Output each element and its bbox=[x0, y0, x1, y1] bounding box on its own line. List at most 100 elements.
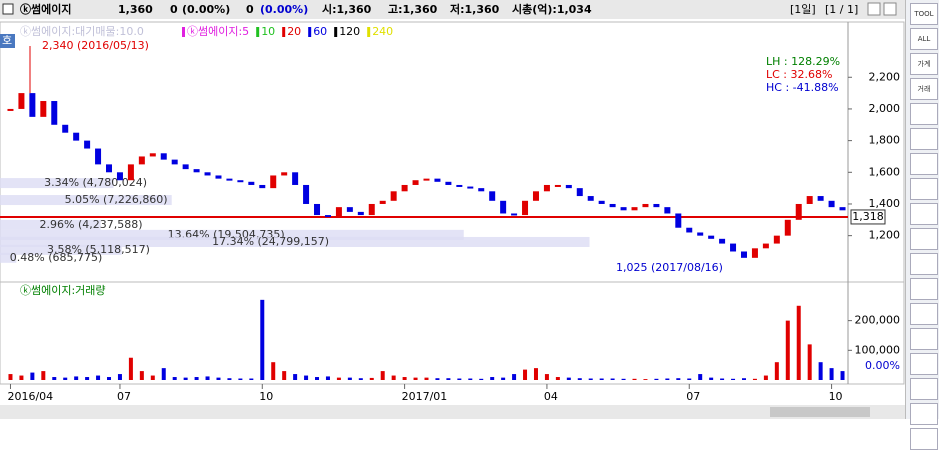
candle bbox=[226, 178, 233, 181]
volume-bar bbox=[654, 378, 659, 380]
volume-bar bbox=[555, 377, 560, 380]
family-button[interactable]: 가계 bbox=[910, 53, 938, 75]
volume-bar bbox=[85, 377, 90, 380]
candle bbox=[193, 169, 200, 173]
profile-label: 17.34% (24,799,157) bbox=[212, 235, 329, 248]
tool-icon[interactable] bbox=[910, 428, 938, 450]
volume-bar bbox=[709, 377, 714, 380]
volume-bar bbox=[52, 377, 57, 380]
market-cap: 시총(억):1,034 bbox=[512, 2, 592, 16]
candle bbox=[653, 203, 660, 208]
candle bbox=[740, 251, 747, 258]
volume-bar bbox=[468, 378, 473, 380]
x-tick-label: 07 bbox=[117, 390, 131, 403]
volume-bar bbox=[260, 299, 265, 380]
candle bbox=[543, 184, 550, 192]
tool-icon[interactable] bbox=[910, 228, 938, 250]
toolbar: TOOL ALL 가계 거래 bbox=[905, 0, 939, 450]
checkbox[interactable] bbox=[2, 3, 14, 15]
all-button[interactable]: ALL bbox=[910, 28, 938, 50]
candle bbox=[631, 207, 638, 211]
volume-bar bbox=[785, 320, 790, 380]
candle bbox=[620, 207, 627, 211]
stock-name: ⓚ썸에이지 bbox=[20, 2, 71, 16]
volume-bar bbox=[336, 377, 341, 380]
candle bbox=[839, 207, 846, 211]
price: 1,360 bbox=[118, 3, 153, 16]
x-tick-label: 2017/01 bbox=[402, 390, 448, 403]
volume-bar bbox=[621, 378, 626, 380]
tool-button[interactable]: TOOL bbox=[910, 3, 938, 25]
change: 0 bbox=[170, 3, 178, 16]
chart-window: ⓚ썸에이지 1,360 0 (0.00%) 0 (0.00%) 시:1,360 … bbox=[0, 0, 905, 419]
volume-bar bbox=[128, 357, 133, 380]
candle bbox=[806, 196, 813, 204]
low: 저:1,360 bbox=[450, 2, 500, 16]
volume-bar bbox=[107, 377, 112, 380]
volume-bar bbox=[63, 377, 68, 380]
candle bbox=[686, 227, 693, 233]
scrollbar[interactable] bbox=[0, 405, 905, 419]
volume: 0 bbox=[246, 3, 254, 16]
candle bbox=[478, 188, 485, 192]
page-index: [1 / 1] bbox=[825, 3, 858, 16]
candle bbox=[587, 196, 594, 201]
tool-icon[interactable] bbox=[910, 353, 938, 375]
tool-icon[interactable] bbox=[910, 278, 938, 300]
volume-bar bbox=[325, 376, 330, 380]
candle bbox=[62, 124, 69, 133]
tool-icon[interactable] bbox=[910, 153, 938, 175]
tool-icon[interactable] bbox=[910, 128, 938, 150]
y-tick-label: 2,000 bbox=[869, 102, 901, 115]
stat: HC : -41.88% bbox=[766, 81, 839, 94]
volume-bar bbox=[577, 378, 582, 380]
tool-icon[interactable] bbox=[910, 328, 938, 350]
candle bbox=[532, 191, 539, 201]
scroll-thumb[interactable] bbox=[770, 407, 870, 417]
next-button[interactable] bbox=[883, 2, 897, 16]
volume-bar bbox=[30, 372, 35, 380]
candle bbox=[817, 196, 824, 201]
prev-button[interactable] bbox=[867, 2, 881, 16]
volume-bar bbox=[413, 377, 418, 380]
candle bbox=[292, 172, 299, 185]
volume-bar bbox=[457, 378, 462, 380]
trade-button[interactable]: 거래 bbox=[910, 78, 938, 100]
tool-icon[interactable] bbox=[910, 203, 938, 225]
volume-bar bbox=[566, 377, 571, 380]
period[interactable]: [1일] bbox=[790, 2, 816, 16]
tool-icon[interactable] bbox=[910, 253, 938, 275]
volume-bar bbox=[512, 374, 517, 380]
candle bbox=[379, 200, 386, 204]
tool-icon[interactable] bbox=[910, 178, 938, 200]
volume-bar bbox=[172, 377, 177, 380]
tool-icon[interactable] bbox=[910, 103, 938, 125]
candle bbox=[795, 203, 802, 220]
candle bbox=[346, 207, 353, 212]
candle bbox=[390, 191, 397, 201]
side-tab-label: 호 bbox=[2, 34, 12, 47]
volume-bar bbox=[807, 344, 812, 380]
volume-bar bbox=[665, 378, 670, 380]
candle bbox=[18, 93, 25, 109]
volume-bar bbox=[490, 377, 495, 380]
x-tick-label: 07 bbox=[686, 390, 700, 403]
profile-bar bbox=[0, 219, 101, 230]
candle bbox=[434, 178, 441, 182]
tool-icon[interactable] bbox=[910, 378, 938, 400]
tool-icon[interactable] bbox=[910, 403, 938, 425]
candle bbox=[598, 200, 605, 204]
candle bbox=[576, 188, 583, 197]
tool-icon[interactable] bbox=[910, 303, 938, 325]
volume-bar bbox=[19, 375, 24, 380]
candle bbox=[215, 175, 222, 179]
volume-bar bbox=[610, 378, 615, 380]
volume-bar bbox=[796, 305, 801, 380]
volume-bar bbox=[446, 378, 451, 380]
candle bbox=[127, 164, 134, 181]
candle bbox=[171, 159, 178, 165]
volume-bar bbox=[731, 378, 736, 380]
volume-bar bbox=[720, 378, 725, 380]
volume-bar bbox=[315, 377, 320, 380]
candle bbox=[554, 184, 561, 187]
